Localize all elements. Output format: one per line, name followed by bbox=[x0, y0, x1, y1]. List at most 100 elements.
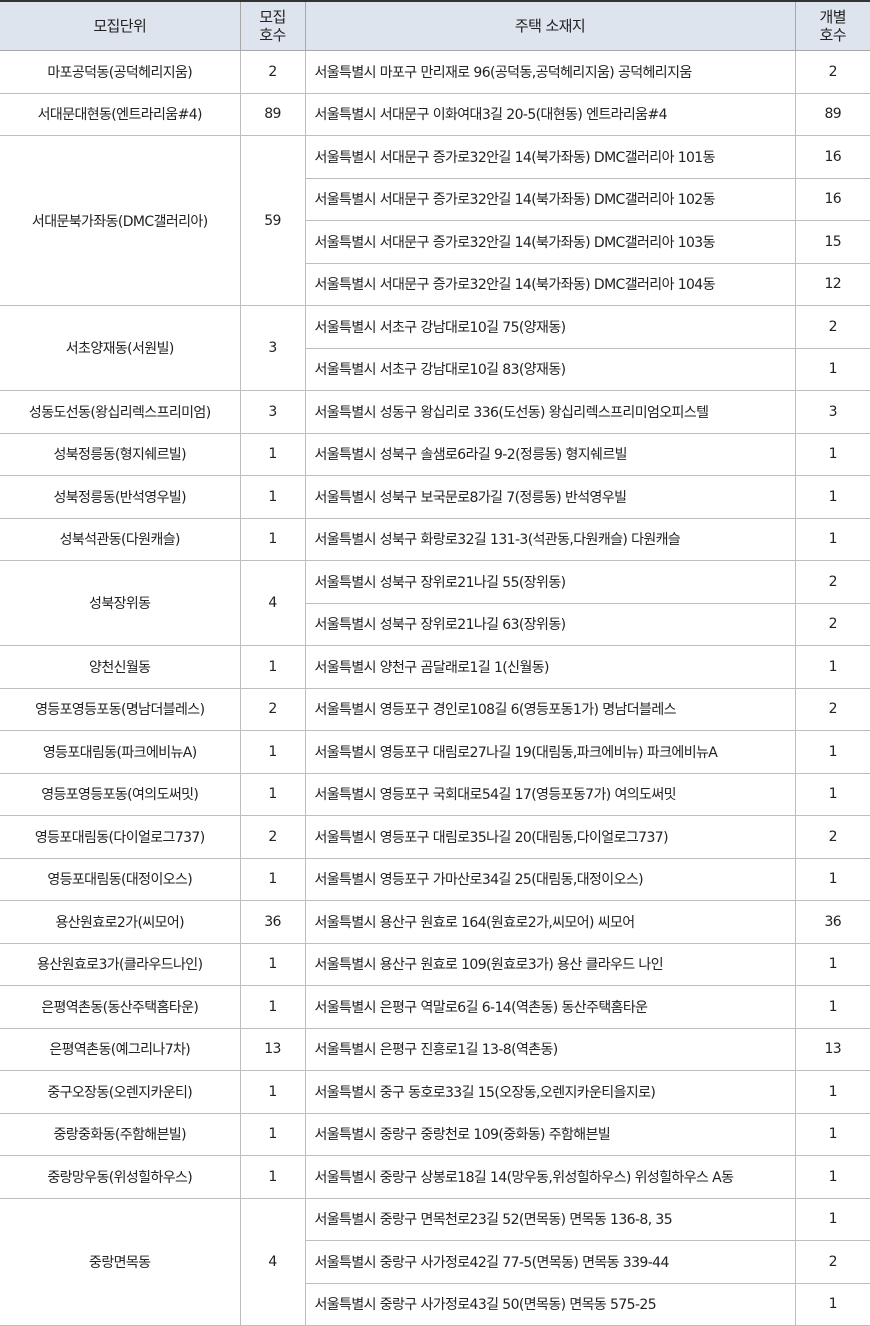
address-cell: 서울특별시 용산구 원효로 164(원효로2가,씨모어) 씨모어 bbox=[304, 900, 796, 944]
address-cell: 서울특별시 중랑구 면목천로23길 52(면목동) 면목동 136-8, 35 bbox=[304, 1197, 796, 1241]
unit-cell: 성북정릉동(형지쉐르빌) bbox=[0, 432, 241, 476]
unit-count-cell: 13 bbox=[239, 1027, 306, 1071]
address-count-cell: 1 bbox=[794, 347, 870, 391]
unit-cell: 성북석관동(다원캐슬) bbox=[0, 517, 241, 561]
address-cell: 서울특별시 은평구 진흥로1길 13-8(역촌동) bbox=[304, 1027, 796, 1071]
address-count-cell: 3 bbox=[794, 390, 870, 434]
table-body: 마포공덕동(공덕헤리지움) 2 서울특별시 마포구 만리재로 96(공덕동,공덕헤리… bbox=[0, 50, 870, 1326]
unit-count-cell: 89 bbox=[239, 92, 306, 136]
address-count-cell: 1 bbox=[794, 1112, 870, 1156]
address-cell: 서울특별시 성북구 장위로21나길 63(장위동) bbox=[305, 602, 796, 646]
unit-cell: 영등포영등포동(명남더블레스) bbox=[0, 687, 241, 731]
unit-count-cell: 1 bbox=[239, 985, 306, 1029]
table-row: 서울특별시 서초구 강남대로10길 83(양재동) 1 bbox=[0, 347, 870, 391]
unit-count-cell: 2 bbox=[239, 687, 306, 731]
address-cell: 서울특별시 마포구 만리재로 96(공덕동,공덕헤리지움) 공덕헤리지움 bbox=[304, 50, 796, 94]
unit-cell: 용산원효로3가(클라우드나인) bbox=[0, 942, 241, 986]
table-row: 서울특별시 서대문구 증가로32안길 14(북가좌동) DMC갤러리아 103동… bbox=[0, 220, 870, 264]
unit-count-cell: 2 bbox=[239, 50, 306, 94]
address-count-cell: 15 bbox=[794, 220, 870, 264]
unit-count-cell: 3 bbox=[239, 305, 306, 391]
table-row: 중랑중화동(주함해븐빌) 1 서울특별시 중랑구 중랑천로 109(중화동) 주함해… bbox=[0, 1112, 870, 1156]
address-cell: 서울특별시 영등포구 국회대로54길 17(영등포동7가) 여의도써밋 bbox=[304, 772, 796, 816]
address-cell: 서울특별시 서대문구 증가로32안길 14(북가좌동) DMC갤러리아 103동 bbox=[305, 220, 796, 264]
address-count-cell: 12 bbox=[794, 262, 870, 306]
address-cell: 서울특별시 영등포구 대림로27나길 19(대림동,파크에비뉴) 파크에비뉴A bbox=[304, 730, 796, 774]
table-row: 성동도선동(왕십리렉스프리미엄) 3 서울특별시 성동구 왕십리로 336(도선동)… bbox=[0, 390, 870, 434]
column-header: 주택 소재지 bbox=[304, 0, 796, 51]
column-header: 모집단위 bbox=[0, 0, 241, 51]
address-count-cell: 1 bbox=[794, 985, 870, 1029]
table-row: 양천신월동 1 서울특별시 양천구 곰달래로1길 1(신월동) 1 bbox=[0, 645, 870, 689]
unit-count-cell: 4 bbox=[239, 1197, 306, 1326]
table-row: 성북정릉동(반석영우빌) 1 서울특별시 성북구 보국문로8가길 7(정릉동) 반석… bbox=[0, 475, 870, 519]
table-row: 영등포대림동(다이얼로그737) 2 서울특별시 영등포구 대림로35나길 20(대… bbox=[0, 815, 870, 859]
address-cell: 서울특별시 성북구 장위로21나길 55(장위동) bbox=[304, 560, 796, 604]
address-count-cell: 1 bbox=[794, 857, 870, 901]
address-cell: 서울특별시 용산구 원효로 109(원효로3가) 용산 클라우드 나인 bbox=[304, 942, 796, 986]
table-row: 중구오장동(오렌지카운티) 1 서울특별시 중구 동호로33길 15(오장동,오렌지… bbox=[0, 1070, 870, 1114]
address-count-cell: 1 bbox=[794, 432, 870, 476]
unit-cell: 성북장위동 bbox=[0, 560, 241, 646]
unit-cell: 은평역촌동(동산주택홈타운) bbox=[0, 985, 241, 1029]
address-cell: 서울특별시 중구 동호로33길 15(오장동,오렌지카운티을지로) bbox=[304, 1070, 796, 1114]
address-cell: 서울특별시 영등포구 대림로35나길 20(대림동,다이얼로그737) bbox=[304, 815, 796, 859]
address-cell: 서울특별시 서대문구 이화여대3길 20-5(대현동) 엔트라리움#4 bbox=[304, 92, 796, 136]
table-row: 영등포대림동(파크에비뉴A) 1 서울특별시 영등포구 대림로27나길 19(대림동… bbox=[0, 730, 870, 774]
table-header: 모집단위 모집 호수 주택 소재지 개별 호수 bbox=[0, 0, 870, 51]
address-count-cell: 1 bbox=[794, 475, 870, 519]
address-count-cell: 1 bbox=[794, 1155, 870, 1199]
column-header: 개별 호수 bbox=[794, 0, 870, 51]
unit-cell: 서대문북가좌동(DMC갤러리아) bbox=[0, 135, 241, 306]
unit-count-cell: 1 bbox=[239, 475, 306, 519]
unit-count-cell: 1 bbox=[239, 645, 306, 689]
table-row: 영등포영등포동(명남더블레스) 2 서울특별시 영등포구 경인로108길 6(영등포… bbox=[0, 687, 870, 731]
unit-cell: 영등포대림동(파크에비뉴A) bbox=[0, 730, 241, 774]
address-count-cell: 2 bbox=[794, 1240, 870, 1284]
unit-count-cell: 1 bbox=[239, 857, 306, 901]
unit-count-cell: 1 bbox=[239, 730, 306, 774]
unit-cell: 양천신월동 bbox=[0, 645, 241, 689]
address-cell: 서울특별시 양천구 곰달래로1길 1(신월동) bbox=[304, 645, 796, 689]
address-cell: 서울특별시 영등포구 경인로108길 6(영등포동1가) 명남더블레스 bbox=[304, 687, 796, 731]
unit-count-cell: 36 bbox=[239, 900, 306, 944]
header-row: 모집단위 모집 호수 주택 소재지 개별 호수 bbox=[0, 0, 870, 51]
table-row: 서울특별시 서대문구 증가로32안길 14(북가좌동) DMC갤러리아 104동… bbox=[0, 262, 870, 306]
unit-count-cell: 2 bbox=[239, 815, 306, 859]
address-cell: 서울특별시 성동구 왕십리로 336(도선동) 왕십리렉스프리미엄오피스텔 bbox=[304, 390, 796, 434]
address-count-cell: 13 bbox=[794, 1027, 870, 1071]
table-row: 서대문북가좌동(DMC갤러리아) 59 서울특별시 서대문구 증가로32안길 14(… bbox=[0, 135, 870, 306]
unit-count-cell: 59 bbox=[239, 135, 306, 306]
unit-cell: 영등포대림동(다이얼로그737) bbox=[0, 815, 241, 859]
address-cell: 서울특별시 은평구 역말로6길 6-14(역촌동) 동산주택홈타운 bbox=[304, 985, 796, 1029]
unit-cell: 영등포영등포동(여의도써밋) bbox=[0, 772, 241, 816]
unit-count-cell: 1 bbox=[239, 772, 306, 816]
table-row: 성북석관동(다원캐슬) 1 서울특별시 성북구 화랑로32길 131-3(석관동,다… bbox=[0, 517, 870, 561]
unit-cell: 성동도선동(왕십리렉스프리미엄) bbox=[0, 390, 241, 434]
unit-count-cell: 1 bbox=[239, 1155, 306, 1199]
table-row: 중랑망우동(위성힐하우스) 1 서울특별시 중랑구 상봉로18길 14(망우동,위성… bbox=[0, 1155, 870, 1199]
address-count-cell: 1 bbox=[794, 730, 870, 774]
table-row: 영등포영등포동(여의도써밋) 1 서울특별시 영등포구 국회대로54길 17(영등포… bbox=[0, 772, 870, 816]
unit-count-cell: 1 bbox=[239, 1070, 306, 1114]
address-cell: 서울특별시 성북구 보국문로8가길 7(정릉동) 반석영우빌 bbox=[304, 475, 796, 519]
unit-cell: 서대문대현동(엔트라리움#4) bbox=[0, 92, 241, 136]
address-count-cell: 2 bbox=[794, 687, 870, 731]
address-count-cell: 89 bbox=[794, 92, 870, 136]
table-row: 은평역촌동(동산주택홈타운) 1 서울특별시 은평구 역말로6길 6-14(역촌동)… bbox=[0, 985, 870, 1029]
unit-count-cell: 3 bbox=[239, 390, 306, 434]
address-count-cell: 2 bbox=[794, 305, 870, 349]
address-count-cell: 36 bbox=[794, 900, 870, 944]
table-row: 영등포대림동(대정이오스) 1 서울특별시 영등포구 가마산로34길 25(대림동,… bbox=[0, 857, 870, 901]
address-count-cell: 1 bbox=[794, 1070, 870, 1114]
table-row: 성북정릉동(형지쉐르빌) 1 서울특별시 성북구 솔샘로6라길 9-2(정릉동) 형… bbox=[0, 432, 870, 476]
address-count-cell: 1 bbox=[794, 772, 870, 816]
address-count-cell: 16 bbox=[794, 177, 870, 221]
address-count-cell: 2 bbox=[794, 560, 870, 604]
table-row: 서울특별시 성북구 장위로21나길 63(장위동) 2 bbox=[0, 602, 870, 646]
address-cell: 서울특별시 영등포구 가마산로34길 25(대림동,대정이오스) bbox=[304, 857, 796, 901]
table-row: 성북장위동 4 서울특별시 성북구 장위로21나길 55(장위동) 2 bbox=[0, 560, 870, 646]
unit-cell: 서초양재동(서원빌) bbox=[0, 305, 241, 391]
